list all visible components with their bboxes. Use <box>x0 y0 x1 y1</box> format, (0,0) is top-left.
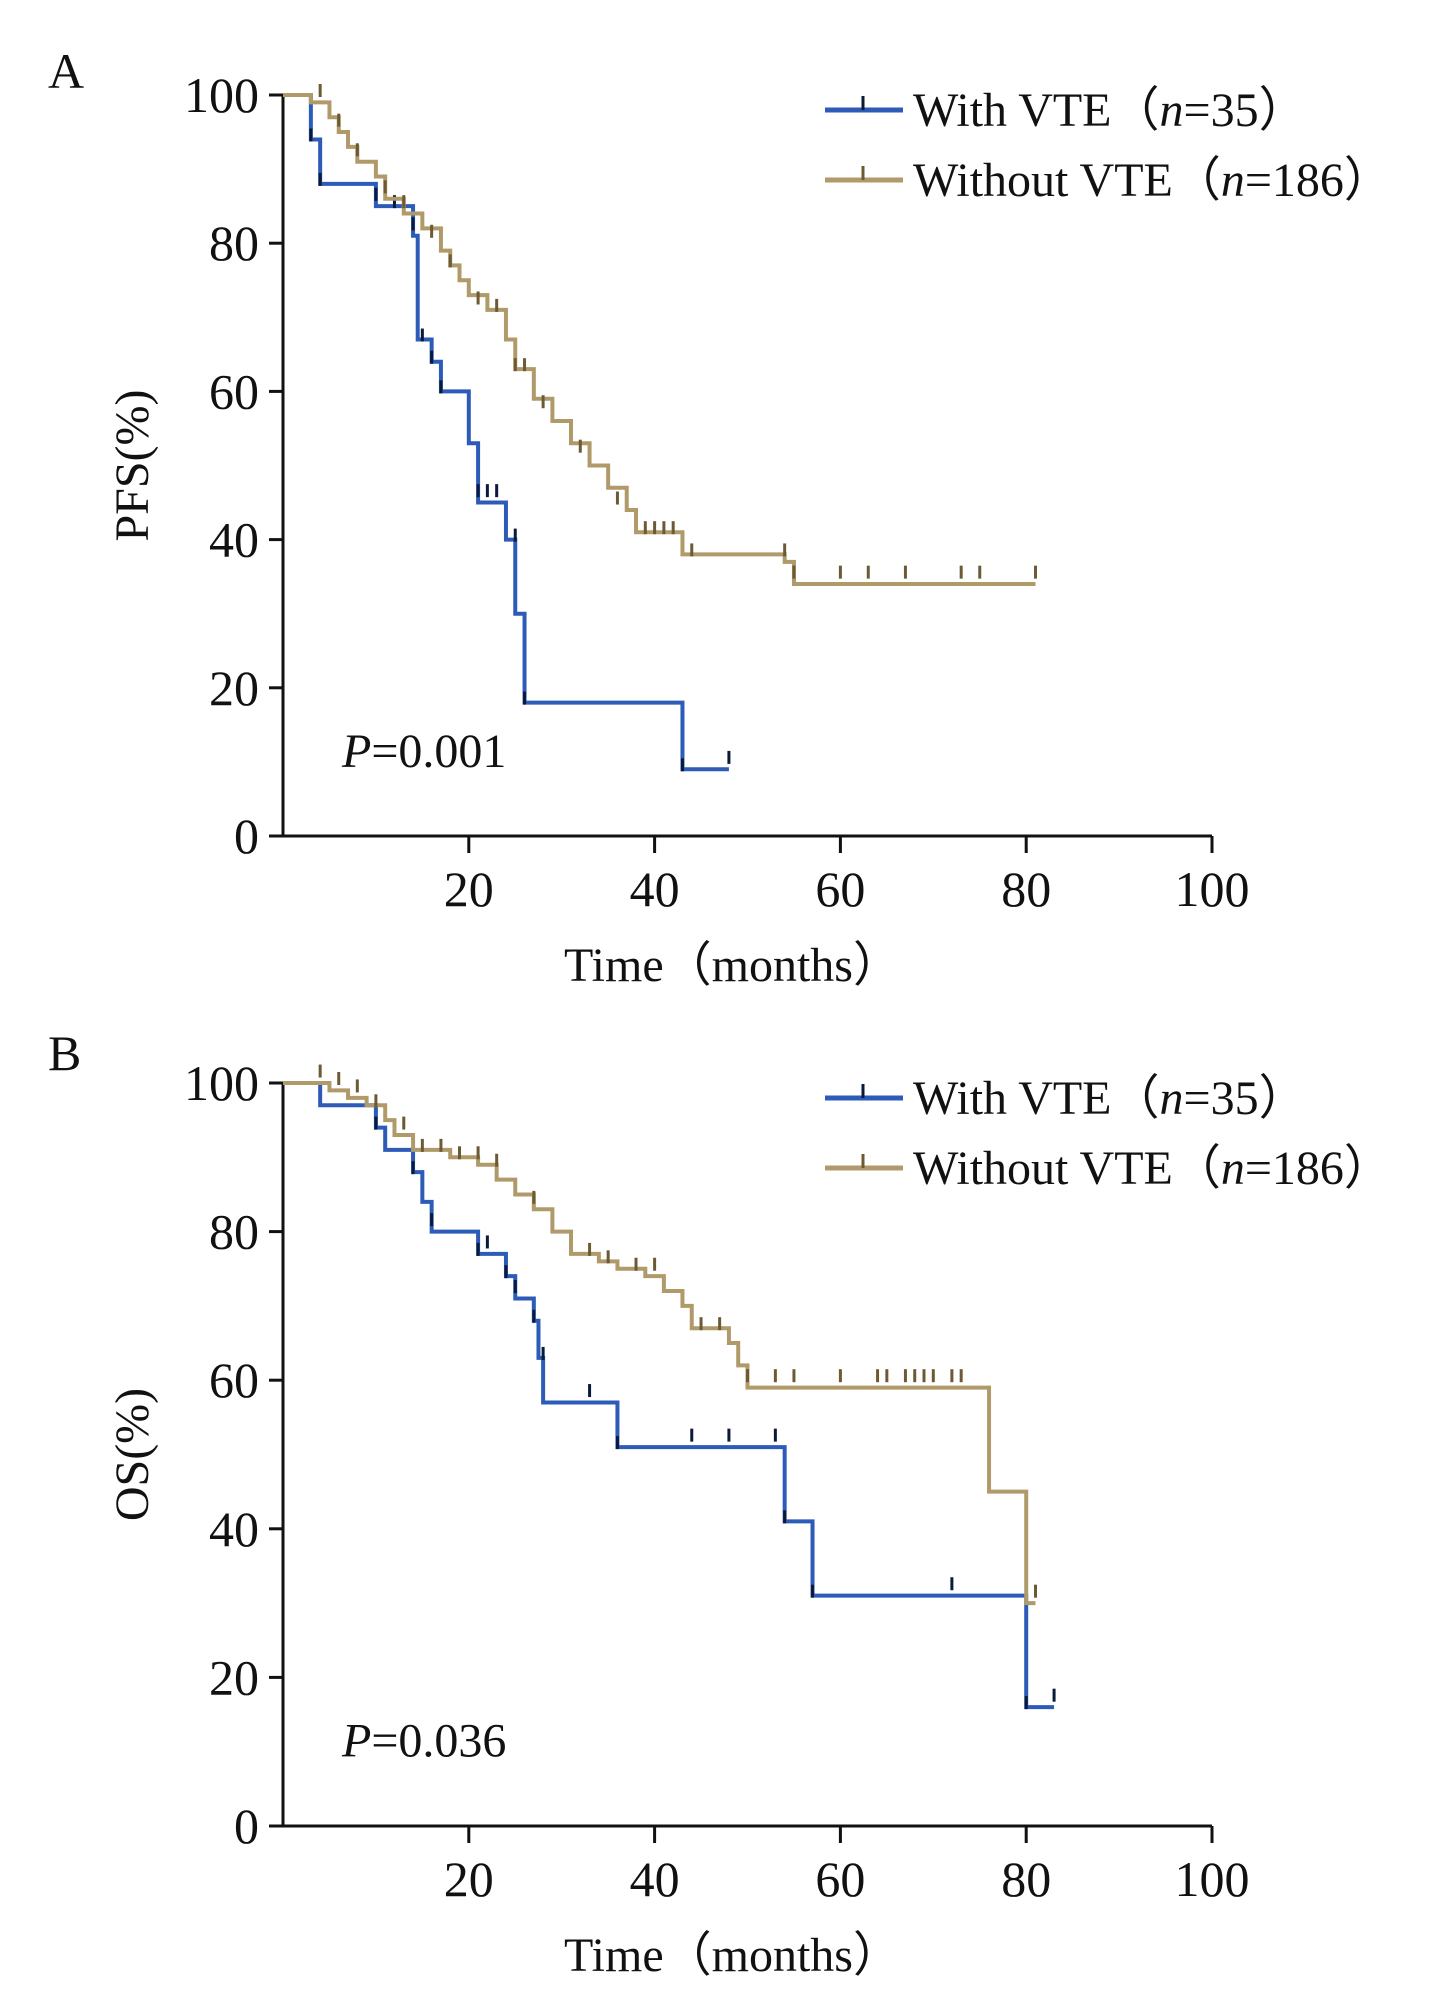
x-tick-label: 20 <box>444 861 494 917</box>
p-value-annotation: P=0.001 <box>341 725 506 778</box>
panel-letter: A <box>48 43 84 99</box>
legend-label: Without VTE（n=186） <box>913 1142 1392 1195</box>
legend-label: Without VTE（n=186） <box>913 154 1392 207</box>
x-tick-label: 80 <box>1001 1851 1051 1907</box>
y-tick-label: 100 <box>184 1055 259 1111</box>
y-axis-title: OS(%) <box>106 1388 159 1521</box>
y-tick-label: 0 <box>234 1798 259 1854</box>
x-tick-label: 60 <box>815 1851 865 1907</box>
x-tick-label: 20 <box>444 1851 494 1907</box>
y-tick-label: 0 <box>234 808 259 864</box>
y-tick-label: 20 <box>209 1649 259 1705</box>
x-axis-title: Time（months） <box>564 939 901 992</box>
x-tick-label: 80 <box>1001 861 1051 917</box>
y-tick-label: 40 <box>209 512 259 568</box>
y-tick-label: 60 <box>209 1352 259 1408</box>
y-tick-label: 20 <box>209 660 259 716</box>
panel-a: A 0 20 40 60 80 100 20 40 60 80 100 Time（months） PFS(… <box>48 43 1392 992</box>
y-tick-label: 60 <box>209 363 259 419</box>
y-tick-label: 80 <box>209 1204 259 1260</box>
x-tick-label: 40 <box>630 861 680 917</box>
x-tick-label: 100 <box>1175 861 1250 917</box>
panel-letter: B <box>48 1025 81 1081</box>
x-axis-title: Time（months） <box>564 1929 901 1982</box>
y-tick-label: 100 <box>184 67 259 123</box>
km-curve-with-vte <box>283 93 729 772</box>
km-curve-without-vte <box>283 1081 1036 1606</box>
y-axis-title: PFS(%) <box>106 389 159 541</box>
y-tick-label: 40 <box>209 1501 259 1557</box>
x-tick-label: 40 <box>630 1851 680 1907</box>
km-curve-with-vte <box>283 1081 1055 1710</box>
p-value-annotation: P=0.036 <box>341 1715 506 1768</box>
panel-b: B 0 20 40 60 80 100 20 40 60 80 100 Time（months） OS(%… <box>48 1025 1392 1982</box>
x-tick-label: 100 <box>1175 1851 1250 1907</box>
y-tick-label: 80 <box>209 215 259 271</box>
x-tick-label: 60 <box>815 861 865 917</box>
legend-label: With VTE（n=35） <box>913 1072 1307 1125</box>
legend-label: With VTE（n=35） <box>913 84 1307 137</box>
